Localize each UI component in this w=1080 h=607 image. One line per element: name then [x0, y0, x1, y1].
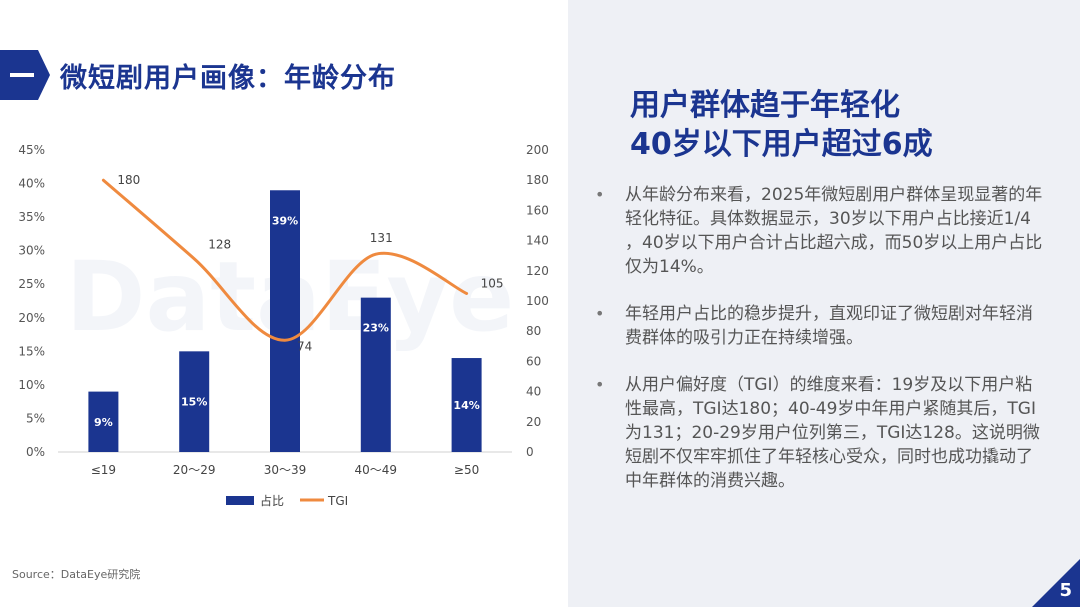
y-left-tick-label: 35% [18, 210, 45, 224]
tgi-series-line [101, 178, 469, 342]
bar [179, 351, 210, 452]
page-number: 5 [1059, 580, 1072, 601]
y-right-tick-label: 140 [526, 234, 549, 248]
y-left-tick-label: 20% [18, 311, 45, 325]
bullet-dot-icon: • [595, 185, 605, 204]
section-tab-icon [0, 50, 50, 100]
heading-line-1: 用户群体趋于年轻化 [630, 88, 900, 123]
y-right-tick-label: 180 [526, 173, 549, 187]
y-left-tick-label: 0% [26, 445, 45, 459]
y-right-tick-label: 120 [526, 264, 549, 278]
x-tick-label: 30～39 [264, 463, 307, 477]
bullet-item: • 从年龄分布来看，2025年微短剧用户群体呈现显著的年轻化特征。具体数据显示，3… [595, 183, 1045, 279]
line-data-label: 105 [481, 276, 504, 290]
y-right-tick-label: 200 [526, 143, 549, 157]
bullet-text: 年轻用户占比的稳步提升，直观印证了微短剧对年轻消费群体的吸引力正在持续增强。 [625, 304, 1033, 348]
y-left-tick-label: 30% [18, 244, 45, 258]
bar [88, 391, 119, 452]
y-right-tick-label: 40 [526, 385, 541, 399]
legend-label-share: 占比 [260, 493, 284, 508]
insight-heading: 用户群体趋于年轻化 40岁以下用户超过6成 [630, 86, 1050, 164]
source-note: Source：DataEye研究院 [12, 568, 141, 581]
y-left-tick-label: 25% [18, 277, 45, 291]
y-left-tick-label: 5% [26, 411, 45, 425]
heading-line-2: 40岁以下用户超过6成 [630, 127, 933, 162]
y-left-tick-label: 10% [18, 378, 45, 392]
bullet-item: • 年轻用户占比的稳步提升，直观印证了微短剧对年轻消费群体的吸引力正在持续增强。 [595, 302, 1045, 350]
legend-label-tgi: TGI [327, 494, 348, 508]
bullet-dot-icon: • [595, 375, 605, 394]
x-tick-label: ≥50 [454, 463, 479, 477]
y-right-tick-label: 0 [526, 445, 534, 459]
bullet-text: 从年龄分布来看，2025年微短剧用户群体呈现显著的年轻化特征。具体数据显示，30… [625, 185, 1043, 277]
bar-data-label: 9% [94, 416, 113, 429]
y-right-tick-label: 80 [526, 324, 541, 338]
age-distribution-chart: DataEye0%5%10%15%20%25%30%35%40%45%02040… [18, 143, 549, 508]
y-left-tick-label: 40% [18, 177, 45, 191]
y-right-tick-label: 60 [526, 354, 541, 368]
y-right-tick-label: 20 [526, 415, 541, 429]
line-data-label: 131 [370, 231, 393, 245]
bullet-text: 从用户偏好度（TGI）的维度来看：19岁及以下用户粘性最高，TGI达180；40… [625, 375, 1040, 491]
x-tick-label: 20～29 [173, 463, 216, 477]
bar-data-label: 15% [181, 396, 207, 409]
bar [270, 190, 300, 452]
legend-swatch-bar [226, 496, 254, 505]
x-tick-label: ≤19 [91, 463, 116, 477]
insight-bullets: • 从年龄分布来看，2025年微短剧用户群体呈现显著的年轻化特征。具体数据显示，3… [595, 183, 1045, 516]
bar-data-label: 39% [272, 214, 298, 227]
y-left-tick-label: 45% [18, 143, 45, 157]
y-right-tick-label: 160 [526, 203, 549, 217]
line-data-label: 74 [297, 339, 312, 353]
bar [451, 358, 482, 452]
bar [360, 297, 391, 452]
page-title: 微短剧用户画像：年龄分布 [60, 63, 396, 94]
y-right-tick-label: 100 [526, 294, 549, 308]
bar-data-label: 23% [363, 322, 389, 335]
line-data-label: 128 [208, 238, 231, 252]
line-data-label: 180 [117, 173, 140, 187]
bullet-dot-icon: • [595, 304, 605, 323]
y-left-tick-label: 15% [18, 344, 45, 358]
bar-data-label: 14% [453, 399, 479, 412]
x-tick-label: 40～49 [355, 463, 398, 477]
bullet-item: • 从用户偏好度（TGI）的维度来看：19岁及以下用户粘性最高，TGI达180；4… [595, 373, 1045, 493]
right-panel [568, 0, 1080, 607]
